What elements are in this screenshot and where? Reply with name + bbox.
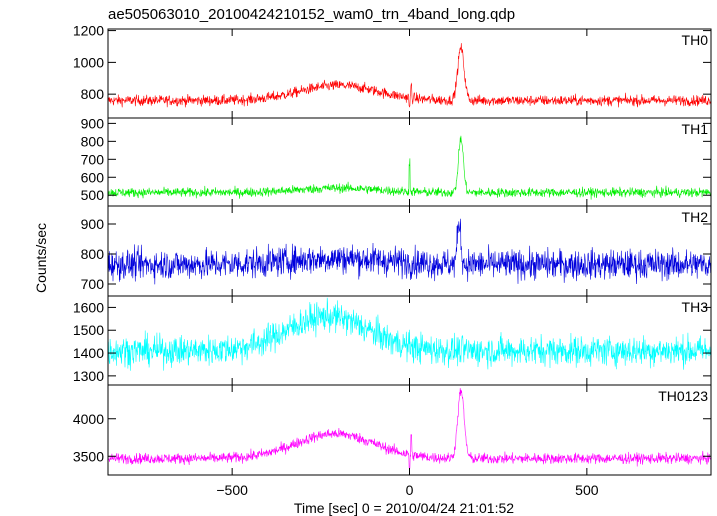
panels-group: 800 1000 1200 TH0 500 600 700 800 900 TH1 700 800 90… xyxy=(73,23,712,476)
panel-th1: 500 600 700 800 900 TH1 xyxy=(81,115,712,207)
panel-label: TH3 xyxy=(682,299,709,315)
series-line-th1 xyxy=(108,135,711,200)
y-tick-label: 800 xyxy=(81,246,105,262)
y-tick-label: 900 xyxy=(81,115,105,131)
y-tick-label: 4000 xyxy=(73,411,104,427)
chart-title: ae505063010_20100424210152_wam0_trn_4ban… xyxy=(108,6,515,23)
y-axis-label: Counts/sec xyxy=(33,223,49,293)
x-tick-label: 500 xyxy=(575,482,599,498)
panel-th3: 1300 1400 1500 1600 TH3 xyxy=(73,295,712,386)
series-line-th0123 xyxy=(108,387,711,470)
x-tick-label: 0 xyxy=(406,482,414,498)
y-tick-label: 3500 xyxy=(73,448,104,464)
y-tick-label: 700 xyxy=(81,151,105,167)
panel-th2: 700 800 900 TH2 xyxy=(81,205,712,297)
y-tick-label: 800 xyxy=(81,86,105,102)
series-line-th0 xyxy=(108,43,711,108)
panel-frame xyxy=(107,28,712,119)
panel-label: TH2 xyxy=(682,209,709,225)
panel-label: TH0 xyxy=(682,32,709,48)
y-tick-label: 1400 xyxy=(73,345,104,361)
y-tick-label: 1300 xyxy=(73,368,104,384)
y-tick-label: 1200 xyxy=(73,23,104,39)
panel-th0: 800 1000 1200 TH0 xyxy=(73,23,712,119)
panel-th0123: 3500 4000 TH0123 xyxy=(73,384,712,476)
panel-label: TH0123 xyxy=(658,388,708,404)
y-tick-label: 700 xyxy=(81,276,105,292)
series-line-th2 xyxy=(108,218,711,285)
y-tick-label: 1000 xyxy=(73,54,104,70)
y-tick-label: 500 xyxy=(81,187,105,203)
y-tick-label: 900 xyxy=(81,216,105,232)
y-tick-label: 600 xyxy=(81,169,105,185)
x-axis-label: Time [sec] 0 = 2010/04/24 21:01:52 xyxy=(294,500,514,516)
x-tick-label: −500 xyxy=(216,482,248,498)
y-tick-label: 1600 xyxy=(73,299,104,315)
panel-frame xyxy=(107,384,712,476)
panel-frame xyxy=(107,205,712,297)
x-tick-labels: −500 0 500 xyxy=(216,482,598,498)
panel-label: TH1 xyxy=(682,121,709,137)
y-tick-label: 800 xyxy=(81,133,105,149)
y-tick-label: 1500 xyxy=(73,322,104,338)
series-line-th3 xyxy=(108,297,711,371)
